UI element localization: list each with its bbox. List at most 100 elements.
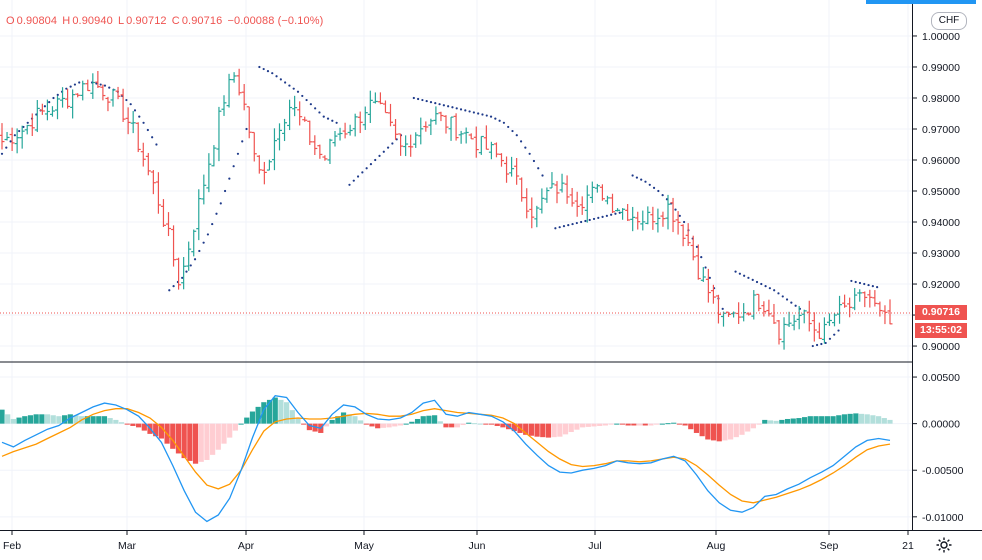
histogram-bar — [39, 414, 45, 424]
histogram-bar — [790, 418, 796, 424]
ohlc-bar — [539, 188, 545, 214]
ohlc-bar — [433, 106, 439, 125]
histogram-bar — [676, 423, 682, 425]
histogram-bar — [329, 419, 335, 424]
histogram-bar — [346, 414, 352, 424]
histogram-bar — [728, 423, 734, 440]
ohlc-legend: O 0.90804 H 0.90940 L 0.90712 C 0.90716 −0.0… — [6, 15, 325, 27]
ohlc-bar — [70, 89, 76, 119]
sar-dot — [820, 342, 823, 346]
ohlc-bar — [100, 84, 106, 101]
histogram-bar — [432, 415, 438, 424]
ohlc-bar — [55, 96, 60, 120]
histogram-bar — [386, 423, 392, 428]
histogram-bar — [551, 423, 557, 438]
ohlc-bar — [171, 225, 177, 267]
ohlc-bar — [24, 124, 30, 135]
ohlc-bar — [887, 299, 893, 325]
sar-dot — [489, 115, 493, 118]
ohlc-bar — [120, 88, 126, 122]
sar-dot — [412, 96, 415, 100]
macd-axis[interactable]: -0.01000 -0.00500 0.00000 0.00500 — [912, 372, 964, 524]
ohlc-bar — [155, 172, 161, 214]
time-tick-label: Apr — [238, 540, 255, 552]
ohlc-bar — [322, 155, 328, 161]
ohlc-bar — [877, 301, 883, 317]
sar-dot — [515, 134, 518, 137]
sar-dot — [519, 140, 523, 143]
histogram-bar — [876, 416, 882, 424]
histogram-bar — [745, 423, 751, 432]
sar-dot — [674, 208, 677, 211]
sar-dot — [232, 165, 235, 168]
sar-dot — [695, 245, 699, 248]
sar-dot — [9, 140, 12, 143]
ohlc-bar — [726, 311, 732, 317]
histogram-bar — [858, 413, 865, 424]
time-tick-label: Jul — [588, 540, 601, 552]
sar-dot — [223, 189, 227, 193]
ohlc-bar — [650, 206, 656, 230]
price-tick-label: 0.96000 — [922, 155, 960, 167]
histogram-bar — [841, 414, 848, 424]
ohlc-bar — [251, 131, 257, 162]
sar-dot — [279, 78, 282, 81]
ohlc-bar — [347, 124, 353, 136]
ohlc-bar — [771, 303, 777, 324]
histogram-bar — [853, 413, 859, 424]
sar-dot — [541, 174, 544, 177]
currency-badge[interactable]: CHF — [931, 12, 967, 30]
ohlc-bar — [534, 205, 540, 228]
sar-dot — [129, 103, 132, 106]
histogram-bar — [819, 416, 825, 424]
sar-dot — [236, 152, 240, 155]
ohlc-bar — [544, 187, 550, 203]
ohlc-bar — [271, 128, 277, 171]
close-value: 0.90716 — [181, 15, 223, 27]
histogram-bar — [363, 423, 369, 425]
histogram-bar — [813, 416, 819, 424]
ohlc-bar — [579, 196, 585, 215]
histogram-bar — [528, 423, 534, 436]
ohlc-bar — [428, 118, 434, 136]
sar-dot — [468, 110, 471, 113]
ohlc-bar — [176, 257, 182, 290]
histogram-bar — [574, 423, 580, 430]
sar-dot — [125, 98, 128, 102]
histogram-bar — [830, 416, 836, 424]
low-label: L — [117, 15, 125, 27]
sar-dot — [138, 115, 141, 118]
ohlc-bar — [160, 199, 166, 227]
ohlc-bar — [448, 116, 454, 141]
histogram-bar — [466, 422, 472, 424]
sar-dot — [241, 140, 244, 143]
ohlc-bar — [872, 290, 878, 307]
sar-dot — [378, 154, 381, 157]
price-bars[interactable] — [0, 68, 893, 350]
settings-gear-icon[interactable] — [935, 536, 953, 554]
ohlc-bar — [105, 96, 111, 112]
sar-dot — [588, 218, 591, 222]
ohlc-bar — [483, 125, 489, 150]
macd-tick-label: -0.01000 — [922, 512, 964, 524]
ohlc-bar — [766, 299, 772, 317]
sar-dot — [743, 274, 746, 277]
sar-dot — [73, 83, 77, 86]
sar-dot — [459, 108, 463, 111]
sar-dot — [99, 83, 102, 86]
sar-dot — [284, 81, 287, 84]
time-axis[interactable]: Feb Mar Apr May Jun Jul Aug Sep 21 — [3, 530, 914, 552]
sar-dot — [554, 227, 557, 230]
ohlc-bar — [761, 301, 767, 317]
ohlc-bar — [382, 100, 388, 114]
histogram-bar — [625, 423, 631, 426]
ohlc-bar — [372, 92, 378, 104]
sar-dot — [537, 167, 540, 170]
high-label: H — [62, 15, 71, 27]
ohlc-bar — [317, 144, 323, 159]
sar-dot — [103, 84, 107, 87]
ohlc-bar — [816, 322, 822, 340]
histogram-bar — [591, 423, 597, 427]
histogram-bar — [847, 413, 853, 424]
sar-dot — [0, 152, 4, 155]
